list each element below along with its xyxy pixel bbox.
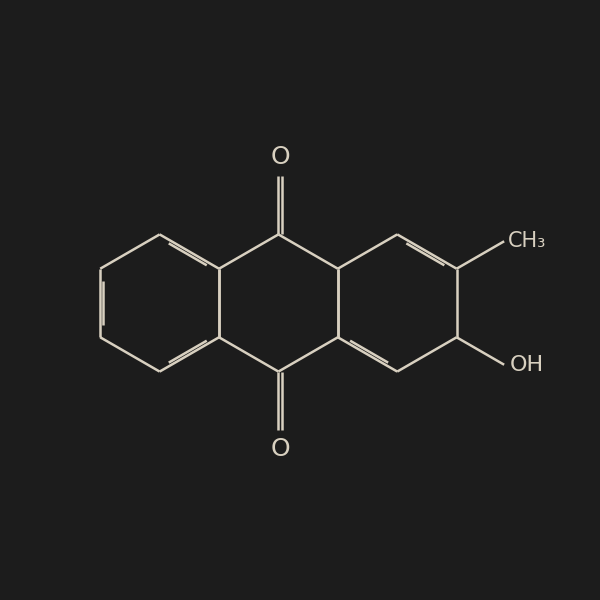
- Text: OH: OH: [509, 355, 544, 375]
- Text: O: O: [270, 437, 290, 461]
- Text: O: O: [270, 145, 290, 169]
- Text: CH₃: CH₃: [508, 231, 547, 251]
